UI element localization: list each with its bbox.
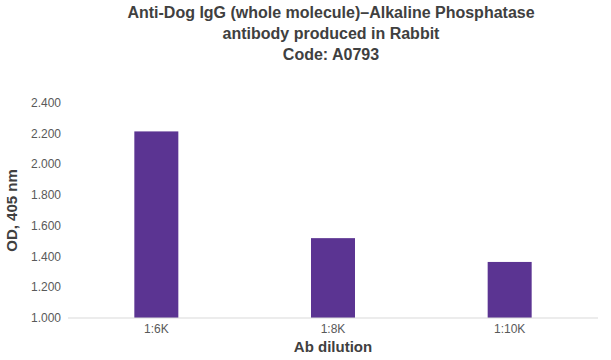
y-tick-label: 2.000 xyxy=(31,157,61,171)
chart-svg: Anti-Dog IgG (whole molecule)–Alkaline P… xyxy=(0,0,611,360)
y-tick-label: 1.000 xyxy=(31,311,61,325)
bar xyxy=(488,262,532,318)
y-tick xyxy=(65,318,68,319)
y-tick xyxy=(65,256,68,257)
chart-container: Anti-Dog IgG (whole molecule)–Alkaline P… xyxy=(0,0,611,360)
bars xyxy=(134,131,531,318)
y-tick xyxy=(65,287,68,288)
y-tick xyxy=(65,164,68,165)
chart-title: Code: A0793 xyxy=(283,46,379,63)
y-tick xyxy=(65,225,68,226)
chart-title: Anti-Dog IgG (whole molecule)–Alkaline P… xyxy=(127,4,534,21)
x-axis-label: Ab dilution xyxy=(294,338,372,355)
y-tick-label: 2.200 xyxy=(31,127,61,141)
x-axis-line xyxy=(68,318,598,319)
x-tick-label: 1:8K xyxy=(321,322,346,336)
y-tick-label: 1.800 xyxy=(31,188,61,202)
x-tick-label: 1:6K xyxy=(144,322,169,336)
y-axis-label: OD, 405 nm xyxy=(3,169,20,252)
y-tick-label: 1.400 xyxy=(31,250,61,264)
x-tick-label: 1:10K xyxy=(494,322,525,336)
bar xyxy=(134,131,178,318)
y-tick xyxy=(65,195,68,196)
y-axis: 1.000 1.200 1.400 1.600 1.800 2.000 2.200 2.400 xyxy=(31,96,68,325)
y-tick xyxy=(65,103,68,104)
y-tick-label: 2.400 xyxy=(31,96,61,110)
chart-title: antibody produced in Rabbit xyxy=(223,25,441,42)
y-tick-label: 1.200 xyxy=(31,280,61,294)
y-tick-label: 1.600 xyxy=(31,219,61,233)
bar xyxy=(311,238,355,318)
y-tick xyxy=(65,133,68,134)
